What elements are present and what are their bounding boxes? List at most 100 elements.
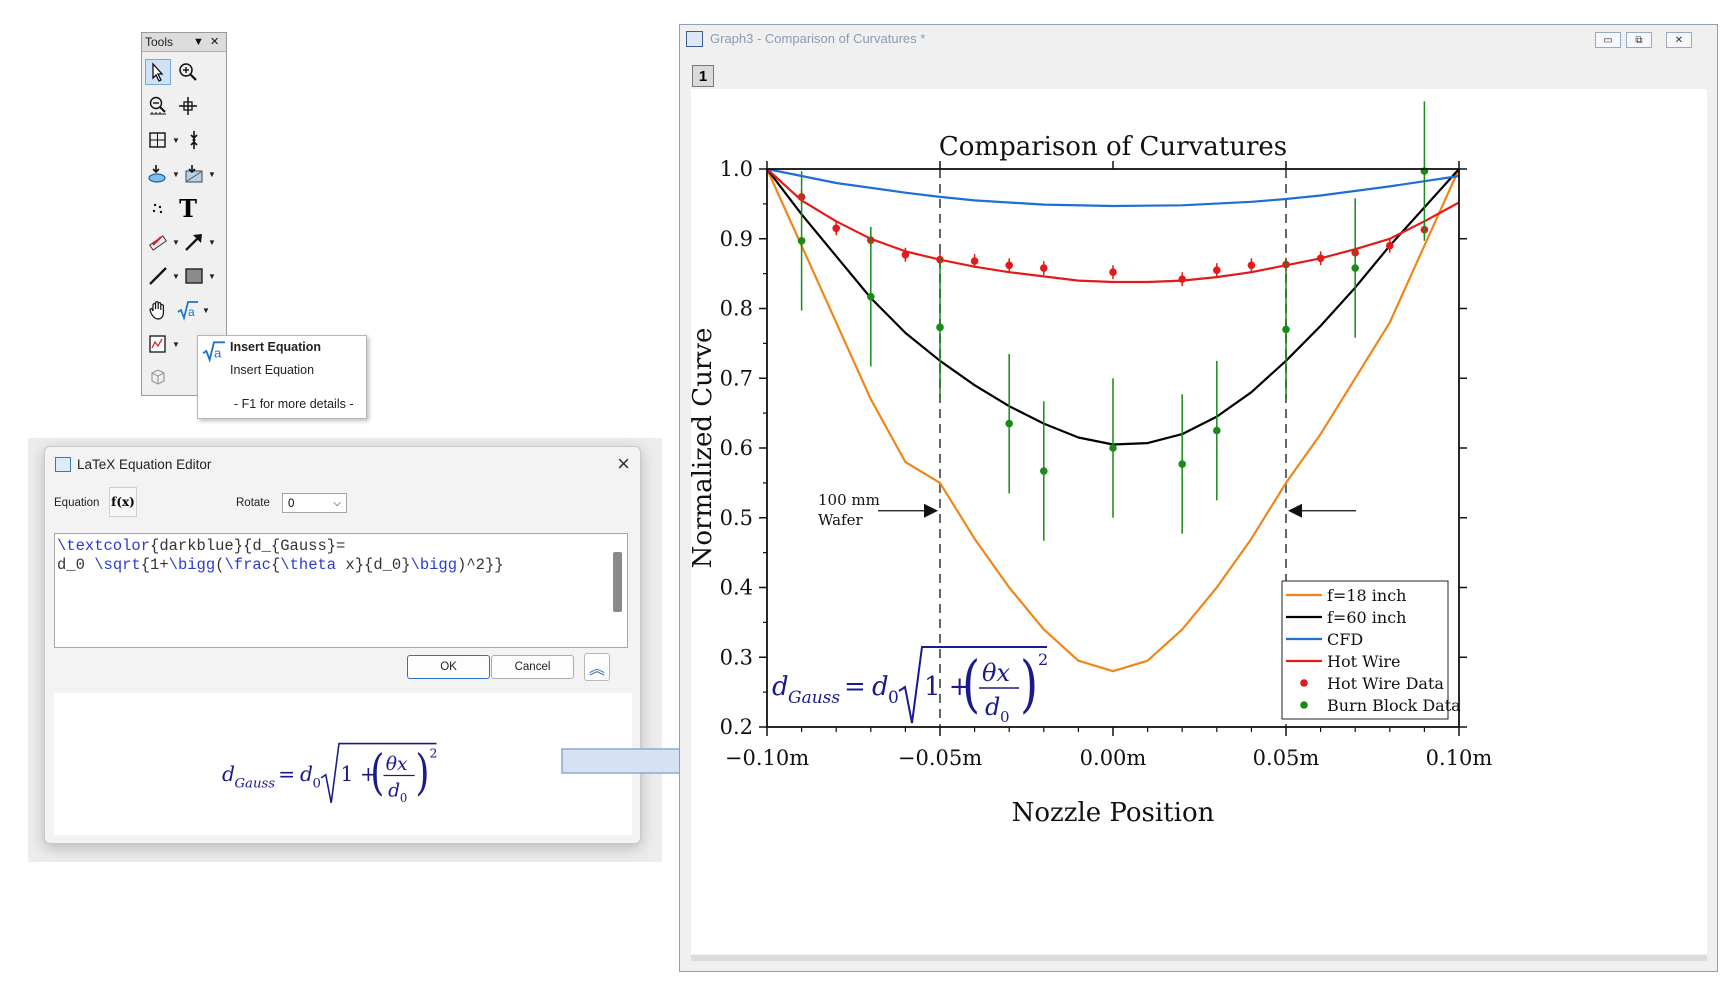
minimize-button[interactable]: ▭ (1595, 32, 1621, 48)
y-tick-label: 0.3 (720, 645, 753, 669)
data-point (797, 237, 806, 245)
function-button[interactable]: f(x) (109, 487, 137, 517)
data-point (832, 224, 840, 233)
code-token: \bigg (410, 556, 458, 574)
code-token: ( (215, 556, 225, 574)
code-token: { (270, 556, 281, 574)
ok-button[interactable]: OK (407, 655, 490, 679)
eq-one-plus: 1 + (924, 672, 971, 702)
tools-dropdown-icon[interactable]: ▼ (193, 36, 204, 48)
data-point (1040, 264, 1048, 272)
scatter-tool[interactable] (145, 195, 171, 221)
remove-data-icon (185, 165, 203, 183)
line-tool[interactable] (145, 263, 171, 289)
rotate-select[interactable]: 0 ⌵ (282, 493, 347, 513)
legend-label: f=18 inch (1327, 586, 1406, 605)
equation-label: Equation (54, 497, 100, 509)
graph-window-title: Graph3 - Comparison of Curvatures * (710, 31, 926, 46)
hand-tool[interactable] (145, 297, 171, 323)
eq-equals: = (844, 672, 866, 702)
graph-scrollbar[interactable] (691, 955, 1707, 961)
text-tool[interactable]: T (175, 193, 201, 223)
dropdown-arrow-icon[interactable]: ▼ (208, 272, 216, 281)
zoom-in-tool[interactable] (175, 59, 201, 85)
crosshair-icon (179, 97, 197, 115)
x-tick-label: −0.05m (898, 746, 982, 770)
legend-marker (1300, 679, 1308, 687)
code-token: d_0 (57, 556, 95, 574)
legend-label: Hot Wire Data (1327, 674, 1444, 693)
latex-equation-editor-dialog: LaTeX Equation Editor × Equation f(x) Ro… (44, 446, 641, 844)
annotation-line1: 100 mm (818, 491, 880, 509)
insert-equation-tool[interactable]: a (175, 297, 201, 323)
code-token: \theta (280, 556, 337, 574)
hand-icon (149, 301, 164, 320)
3d-rotation-tool[interactable] (145, 363, 171, 389)
region-select-icon (149, 132, 166, 148)
dropdown-arrow-icon[interactable]: ▼ (172, 136, 180, 145)
pointer-tool[interactable] (145, 59, 171, 85)
y-tick-label: 0.6 (720, 436, 753, 460)
code-scrollbar[interactable] (613, 552, 622, 612)
arrow-tool[interactable] (181, 229, 207, 255)
close-button[interactable]: ✕ (1666, 32, 1692, 48)
rotate-value: 0 (288, 498, 295, 510)
mask-points-icon (190, 131, 198, 149)
collapse-button[interactable]: ︽ (584, 653, 610, 681)
graph-window-icon (686, 31, 703, 47)
legend-label: Hot Wire (1327, 652, 1401, 671)
editor-close-icon[interactable]: × (617, 451, 630, 476)
tools-titlebar[interactable]: Tools ▼ ✕ (142, 33, 226, 52)
x-tick-label: 0.05m (1253, 746, 1320, 770)
remove-bad-data-tool[interactable] (181, 161, 207, 187)
screen-reader-tool[interactable] (175, 93, 201, 119)
x-tick-label: −0.10m (725, 746, 809, 770)
tools-title: Tools (145, 35, 174, 49)
rectangle-tool[interactable] (181, 263, 207, 289)
restore-button[interactable]: ⧉ (1626, 32, 1652, 48)
data-point (970, 257, 979, 265)
eq-d: d (772, 672, 789, 702)
text-T-icon: T (179, 193, 197, 223)
insert-graph-tool[interactable] (145, 331, 171, 357)
dropdown-arrow-icon[interactable]: ▼ (208, 238, 216, 247)
dropdown-arrow-icon[interactable]: ▼ (172, 238, 180, 247)
x-axis-label: Nozzle Position (1012, 798, 1215, 828)
code-token: {darkblue}{d_{Gauss}= (150, 537, 346, 555)
rectangle-icon (185, 268, 203, 284)
chart-equation: d Gauss = d 0 1 +(θxd 0) 2 (772, 646, 1048, 726)
eq-equals: = (278, 762, 295, 786)
data-point (936, 323, 944, 332)
data-point (1109, 444, 1117, 452)
arrow-icon (185, 234, 202, 251)
graph-titlebar[interactable]: Graph3 - Comparison of Curvatures * ▭ ⧉ … (680, 25, 1717, 51)
tools-palette: Tools ▼ ✕ ▼ ▼ ▼ T ▼ ▼ (141, 32, 227, 396)
data-point (1178, 275, 1186, 284)
eq-exponent: 2 (429, 746, 437, 761)
scatter-dots-icon (152, 203, 163, 214)
dropdown-arrow-icon[interactable]: ▼ (202, 306, 210, 315)
cancel-button[interactable]: Cancel (491, 655, 574, 679)
dropdown-arrow-icon[interactable]: ▼ (172, 170, 180, 179)
tools-close-icon[interactable]: ✕ (210, 36, 220, 48)
rectangle-edit-tool[interactable] (145, 229, 171, 255)
y-tick-label: 0.9 (720, 227, 753, 251)
series-curve (766, 168, 1460, 284)
y-tick-label: 0.8 (720, 297, 753, 321)
draw-data-tool[interactable] (145, 161, 171, 187)
layer-1-tab[interactable]: 1 (692, 65, 714, 87)
tooltip-description: Insert Equation (230, 363, 315, 377)
data-selector-tool[interactable] (145, 127, 171, 153)
tooltip-help: - F1 for more details - (234, 397, 354, 411)
eq-paren-left: ( (962, 647, 980, 719)
legend-marker (1300, 701, 1308, 709)
dropdown-arrow-icon[interactable]: ▼ (208, 170, 216, 179)
mask-tool[interactable] (181, 127, 207, 153)
chevron-down-icon: ⌵ (333, 498, 341, 509)
dropdown-arrow-icon[interactable]: ▼ (172, 272, 180, 281)
dropdown-arrow-icon[interactable]: ▼ (172, 340, 180, 349)
zoom-out-tool[interactable] (145, 93, 171, 119)
sqrt-a-icon: a (202, 341, 225, 363)
data-point (1247, 261, 1256, 270)
latex-code-input[interactable]: \textcolor{darkblue}{d_{Gauss}= d_0 \sqr… (54, 533, 628, 648)
